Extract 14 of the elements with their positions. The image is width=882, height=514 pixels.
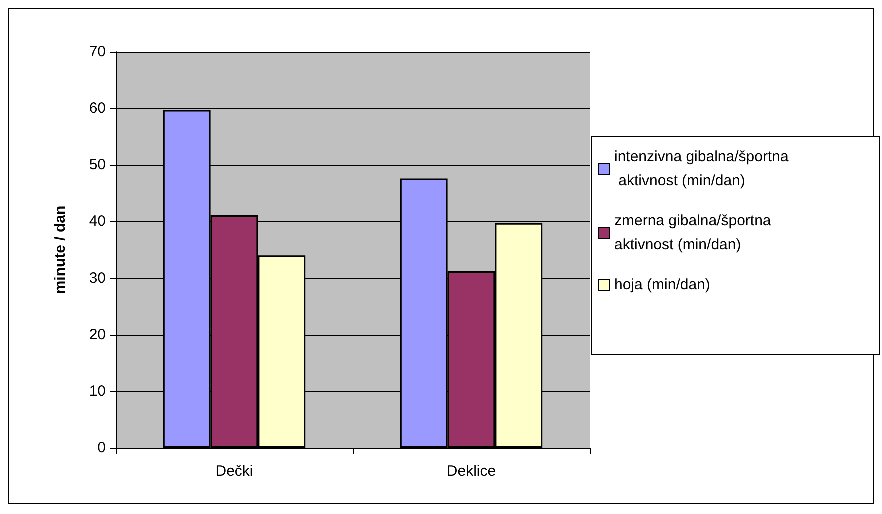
- y-axis-title: minute / dan: [52, 206, 69, 294]
- y-tick-label: 50: [89, 156, 106, 174]
- legend-label: intenzivna gibalna/športna aktivnost (min/dan): [614, 148, 790, 190]
- legend-label: zmerna gibalna/športna aktivnost (min/dan): [614, 212, 776, 254]
- x-tick-label: Dečki: [216, 463, 254, 480]
- y-tick-label: 70: [89, 44, 106, 60]
- y-tick-label: 0: [98, 440, 106, 456]
- x-tick-label: Deklice: [446, 463, 496, 480]
- y-tick-label: 20: [89, 326, 106, 344]
- legend-label: hoja (min/dan): [614, 276, 710, 294]
- y-tick-label: 10: [89, 382, 106, 400]
- y-tick-label: 40: [89, 213, 106, 230]
- y-tick-label: 60: [89, 100, 106, 118]
- y-tick-label: 30: [89, 270, 106, 287]
